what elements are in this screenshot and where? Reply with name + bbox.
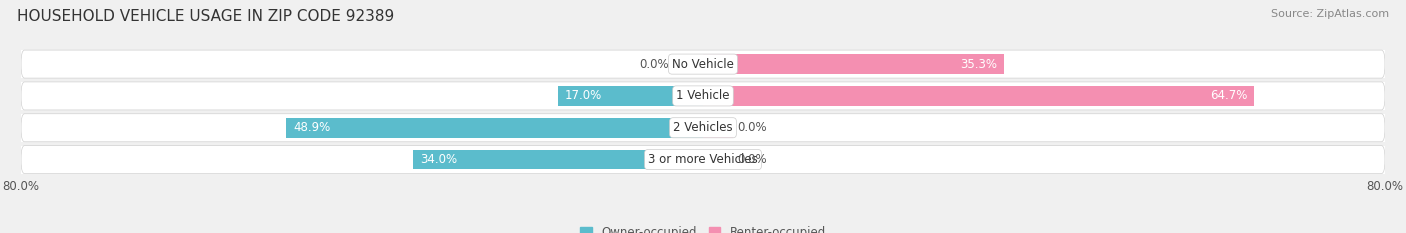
Text: Source: ZipAtlas.com: Source: ZipAtlas.com bbox=[1271, 9, 1389, 19]
Bar bbox=[558, 86, 703, 106]
Bar bbox=[21, 82, 1385, 110]
Bar bbox=[287, 118, 703, 138]
Text: 48.9%: 48.9% bbox=[292, 121, 330, 134]
Bar bbox=[21, 50, 1385, 78]
Text: 35.3%: 35.3% bbox=[960, 58, 997, 71]
Text: 34.0%: 34.0% bbox=[420, 153, 457, 166]
FancyBboxPatch shape bbox=[21, 114, 1385, 142]
Text: 0.0%: 0.0% bbox=[640, 58, 669, 71]
Bar bbox=[21, 114, 1385, 142]
Text: 0.0%: 0.0% bbox=[737, 121, 766, 134]
Text: 64.7%: 64.7% bbox=[1211, 89, 1247, 103]
Text: 3 or more Vehicles: 3 or more Vehicles bbox=[648, 153, 758, 166]
Bar bbox=[703, 86, 1254, 106]
Bar bbox=[703, 150, 733, 169]
Text: 0.0%: 0.0% bbox=[737, 153, 766, 166]
Legend: Owner-occupied, Renter-occupied: Owner-occupied, Renter-occupied bbox=[579, 226, 827, 233]
Text: HOUSEHOLD VEHICLE USAGE IN ZIP CODE 92389: HOUSEHOLD VEHICLE USAGE IN ZIP CODE 9238… bbox=[17, 9, 394, 24]
FancyBboxPatch shape bbox=[21, 82, 1385, 110]
Bar bbox=[703, 118, 733, 138]
Bar bbox=[413, 150, 703, 169]
Text: 2 Vehicles: 2 Vehicles bbox=[673, 121, 733, 134]
Text: 17.0%: 17.0% bbox=[565, 89, 602, 103]
Text: No Vehicle: No Vehicle bbox=[672, 58, 734, 71]
Text: 1 Vehicle: 1 Vehicle bbox=[676, 89, 730, 103]
Bar bbox=[703, 54, 1004, 74]
FancyBboxPatch shape bbox=[21, 146, 1385, 174]
FancyBboxPatch shape bbox=[21, 50, 1385, 78]
Bar bbox=[21, 146, 1385, 174]
